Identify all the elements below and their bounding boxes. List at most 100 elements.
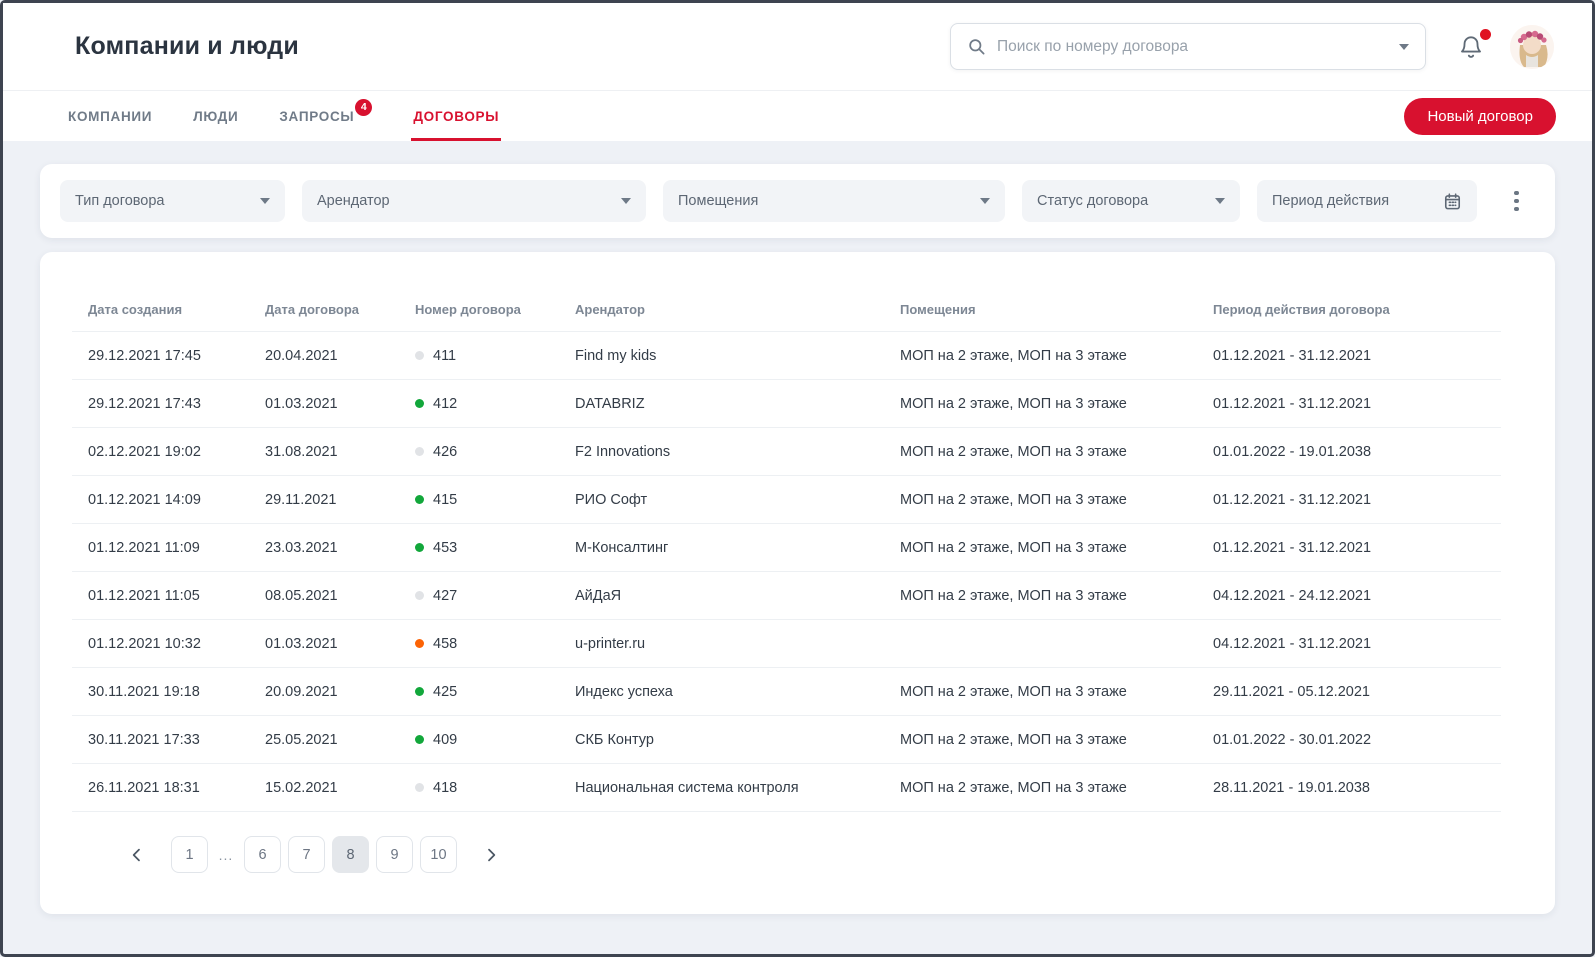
cell-premises: МОП на 2 этаже, МОП на 3 этаже — [900, 683, 1127, 700]
chevron-down-icon[interactable] — [1399, 43, 1409, 50]
table-row[interactable]: 01.12.2021 11:05 08.05.2021 427 АйДаЯ МО… — [72, 572, 1501, 620]
table-row[interactable]: 02.12.2021 19:02 31.08.2021 426 F2 Innov… — [72, 428, 1501, 476]
next-page-button[interactable] — [476, 836, 506, 873]
status-dot — [415, 543, 424, 552]
column-header-contract-date: Дата договора — [265, 302, 360, 317]
search-input[interactable] — [997, 37, 1388, 56]
chevron-right-icon — [488, 848, 496, 861]
filter-contract-status[interactable]: Статус договора — [1022, 180, 1240, 222]
notifications-button[interactable] — [1458, 28, 1491, 63]
notification-unread-dot — [1480, 28, 1491, 40]
cell-period: 01.12.2021 - 31.12.2021 — [1213, 539, 1372, 556]
filter-tenant[interactable]: Арендатор — [302, 180, 646, 222]
page-button-6[interactable]: 6 — [244, 836, 281, 873]
cell-period: 04.12.2021 - 24.12.2021 — [1213, 587, 1372, 604]
page-button-1[interactable]: 1 — [171, 836, 208, 873]
kebab-icon — [1514, 190, 1519, 196]
page-title: Компании и люди — [75, 32, 299, 60]
requests-count-badge: 4 — [355, 98, 373, 116]
cell-premises: МОП на 2 этаже, МОП на 3 этаже — [900, 587, 1127, 604]
filter-contract-type[interactable]: Тип договора — [60, 180, 285, 222]
filter-period[interactable]: Период действия — [1257, 180, 1477, 222]
app-header: Компании и люди — [3, 3, 1592, 90]
cell-premises: МОП на 2 этаже, МОП на 3 этаже — [900, 443, 1127, 460]
cell-premises: МОП на 2 этаже, МОП на 3 этаже — [900, 731, 1127, 748]
tab-contracts[interactable]: ДОГОВОРЫ — [411, 91, 502, 141]
contract-number: 409 — [433, 731, 458, 748]
filter-premises[interactable]: Помещения — [663, 180, 1005, 222]
cell-number: 425 — [399, 668, 559, 715]
new-contract-button[interactable]: Новый договор — [1404, 97, 1556, 135]
cell-created: 29.12.2021 17:45 — [88, 347, 201, 364]
chevron-down-icon — [980, 198, 990, 204]
contracts-table-card: Дата создания Дата договора Номер догово… — [40, 252, 1555, 914]
filter-label: Статус договора — [1037, 193, 1149, 209]
cell-created: 26.11.2021 18:31 — [88, 779, 200, 796]
table-row[interactable]: 01.12.2021 11:09 23.03.2021 453 М-Консал… — [72, 524, 1501, 572]
more-filters-button[interactable] — [1508, 185, 1525, 218]
cell-contract-date: 23.03.2021 — [265, 539, 338, 556]
table-row[interactable]: 30.11.2021 17:33 25.05.2021 409 СКБ Конт… — [72, 716, 1501, 764]
avatar[interactable] — [1510, 24, 1554, 69]
contract-search-box[interactable] — [950, 23, 1426, 70]
tab-requests[interactable]: ЗАПРОСЫ 4 — [279, 91, 373, 141]
cell-number: 426 — [399, 428, 559, 475]
chevron-down-icon — [1215, 198, 1225, 204]
cell-tenant: Индекс успеха — [575, 683, 673, 700]
cell-number: 412 — [399, 380, 559, 427]
contract-number: 412 — [433, 395, 458, 412]
cell-period: 28.11.2021 - 19.01.2038 — [1213, 779, 1370, 796]
pagination-ellipsis: ... — [218, 846, 234, 863]
cell-period: 01.12.2021 - 31.12.2021 — [1213, 395, 1372, 412]
page-button-7[interactable]: 7 — [288, 836, 325, 873]
status-dot — [415, 447, 424, 456]
table-row[interactable]: 30.11.2021 19:18 20.09.2021 425 Индекс у… — [72, 668, 1501, 716]
status-dot — [415, 687, 424, 696]
tab-label: ЛЮДИ — [193, 108, 239, 124]
pagination: 1... 6 7 8 9 10 — [72, 836, 1501, 873]
cell-number: 458 — [399, 620, 559, 667]
cell-created: 30.11.2021 17:33 — [88, 731, 200, 748]
filter-label: Помещения — [678, 193, 759, 209]
tab-people[interactable]: ЛЮДИ — [193, 91, 238, 141]
contract-number: 415 — [433, 491, 458, 508]
status-dot — [415, 495, 424, 504]
cell-created: 01.12.2021 14:09 — [88, 491, 201, 508]
contract-number: 426 — [433, 443, 458, 460]
prev-page-button[interactable] — [122, 836, 152, 873]
page-button-9[interactable]: 9 — [376, 836, 413, 873]
table-row[interactable]: 29.12.2021 17:43 01.03.2021 412 DATABRIZ… — [72, 380, 1501, 428]
cell-tenant: Find my kids — [575, 347, 657, 364]
cell-period: 01.12.2021 - 31.12.2021 — [1213, 347, 1372, 364]
cell-premises: МОП на 2 этаже, МОП на 3 этаже — [900, 779, 1127, 796]
tab-label: ЗАПРОСЫ — [279, 108, 355, 124]
cell-contract-date: 29.11.2021 — [265, 491, 337, 508]
cell-created: 01.12.2021 11:05 — [88, 587, 200, 604]
table-row[interactable]: 01.12.2021 14:09 29.11.2021 415 РИО Софт… — [72, 476, 1501, 524]
search-icon — [967, 37, 986, 56]
cell-premises — [884, 620, 1197, 667]
column-header-created: Дата создания — [88, 302, 183, 317]
cell-contract-date: 01.03.2021 — [265, 395, 338, 412]
contract-number: 453 — [433, 539, 458, 556]
cell-tenant: DATABRIZ — [575, 395, 645, 412]
page-button-10[interactable]: 10 — [420, 836, 457, 873]
table-row[interactable]: 29.12.2021 17:45 20.04.2021 411 Find my … — [72, 332, 1501, 380]
page-button-8[interactable]: 8 — [332, 836, 369, 873]
cell-premises: МОП на 2 этаже, МОП на 3 этаже — [900, 539, 1127, 556]
cell-period: 01.12.2021 - 31.12.2021 — [1213, 491, 1372, 508]
table-header-row: Дата создания Дата договора Номер догово… — [72, 278, 1501, 332]
cell-number: 411 — [399, 332, 559, 379]
column-header-number: Номер договора — [415, 302, 521, 317]
filter-label: Тип договора — [75, 193, 165, 209]
status-dot — [415, 591, 424, 600]
cell-premises: МОП на 2 этаже, МОП на 3 этаже — [900, 491, 1127, 508]
cell-period: 01.01.2022 - 19.01.2038 — [1213, 443, 1372, 460]
contract-number: 427 — [433, 587, 458, 604]
tab-bar: КОМПАНИИ ЛЮДИ ЗАПРОСЫ 4 ДОГОВОРЫ Новый д… — [3, 90, 1592, 141]
table-row[interactable]: 01.12.2021 10:32 01.03.2021 458 u-printe… — [72, 620, 1501, 668]
table-row[interactable]: 26.11.2021 18:31 15.02.2021 418 Национал… — [72, 764, 1501, 812]
tab-companies[interactable]: КОМПАНИИ — [68, 91, 152, 141]
column-header-tenant: Арендатор — [575, 302, 645, 317]
cell-contract-date: 31.08.2021 — [265, 443, 338, 460]
